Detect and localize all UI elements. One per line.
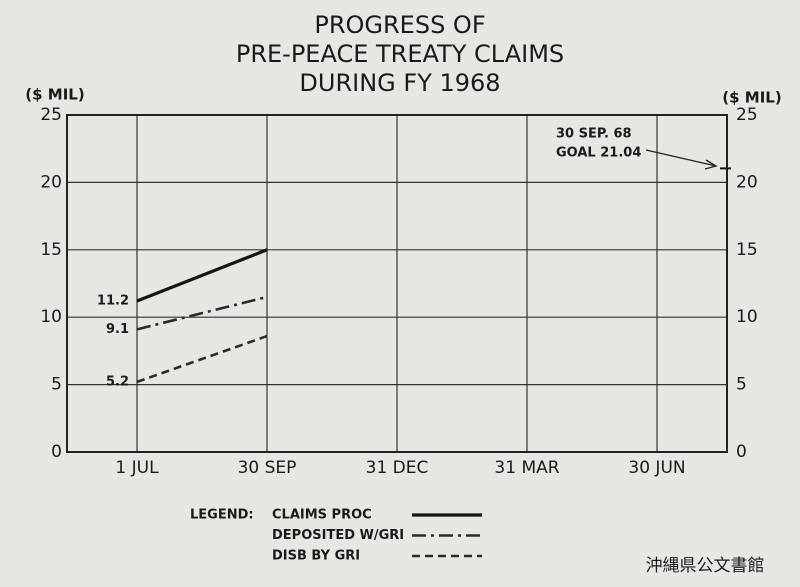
plot-frame <box>66 114 728 453</box>
data-label: 11.2 <box>97 294 129 309</box>
x-tick-label: 30 SEP <box>238 458 297 478</box>
x-tick-label: 31 DEC <box>366 458 429 478</box>
chart-title: PRE-PEACE TREATY CLAIMS <box>236 40 564 68</box>
y2-tick-label: 10 <box>736 307 758 327</box>
legend-title: LEGEND: <box>190 508 254 523</box>
data-label: 9.1 <box>106 322 129 337</box>
series-line <box>136 248 268 303</box>
legend-label: DEPOSITED W/GRI <box>272 528 404 543</box>
y2-tick-label: 25 <box>736 105 758 125</box>
y-tick-label: 10 <box>40 307 62 327</box>
annotation: 30 SEP. 68 <box>556 127 632 142</box>
y-tick-label: 5 <box>51 375 62 395</box>
annotation-arrow <box>645 149 718 170</box>
series-line <box>136 334 268 384</box>
y2-tick-label: 15 <box>736 240 758 260</box>
watermark: 沖縄県公文書館 <box>646 556 765 576</box>
y-tick-label: 25 <box>40 105 62 125</box>
legend-label: DISB BY GRI <box>272 549 360 564</box>
x-tick-label: 1 JUL <box>115 458 159 478</box>
y-tick-label: 0 <box>51 442 62 462</box>
y2-tick-label: 0 <box>736 442 747 462</box>
y2-tick-label: 5 <box>736 375 747 395</box>
x-tick-label: 30 JUN <box>628 458 685 478</box>
y2-tick-label: 20 <box>736 172 758 192</box>
y-tick-label: 15 <box>40 240 62 260</box>
y-axis-label: ($ MIL) <box>25 86 84 104</box>
chart-title: PROGRESS OF <box>314 11 485 39</box>
series-line <box>136 295 268 331</box>
y2-axis-label: ($ MIL) <box>722 89 781 107</box>
data-label: 5.2 <box>106 374 129 389</box>
legend-label: CLAIMS PROC <box>272 508 372 523</box>
chart-title: DURING FY 1968 <box>299 69 500 97</box>
y-tick-label: 20 <box>40 172 62 192</box>
x-tick-label: 31 MAR <box>494 458 559 478</box>
annotation: GOAL 21.04 <box>556 146 641 161</box>
